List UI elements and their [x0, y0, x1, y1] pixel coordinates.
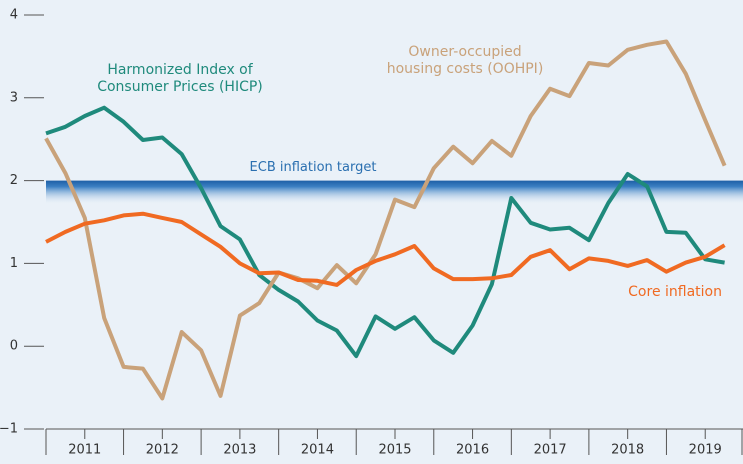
x-tick-label: 2012: [146, 443, 179, 458]
x-tick-label: 2018: [611, 443, 644, 458]
series-line: [45, 211, 726, 287]
x-tick-label: 2013: [223, 443, 256, 458]
x-tick-label: 2014: [301, 443, 334, 458]
target-label: ECB inflation target: [250, 160, 377, 175]
x-tick-label: 2011: [68, 443, 101, 458]
y-tick-label: 3: [10, 90, 18, 105]
series-label: Core inflation: [628, 284, 722, 300]
x-tick-label: 2016: [456, 443, 489, 458]
y-tick-label: 1: [10, 256, 18, 271]
y-tick-label: −1: [0, 422, 18, 437]
x-tick-label: 2019: [689, 443, 722, 458]
y-tick-label: 2: [10, 173, 18, 188]
series-line: [44, 39, 727, 401]
y-tick-label: 4: [10, 8, 18, 23]
series-label: Consumer Prices (HICP): [97, 79, 263, 95]
series-line: [45, 105, 725, 359]
x-tick-label: 2017: [534, 443, 567, 458]
y-tick-label: 0: [10, 339, 18, 354]
series-label: Harmonized Index of: [107, 62, 253, 78]
series-label: Owner-occupied: [408, 44, 521, 60]
x-tick-label: 2015: [378, 443, 411, 458]
series-label: housing costs (OOHPI): [387, 61, 544, 77]
